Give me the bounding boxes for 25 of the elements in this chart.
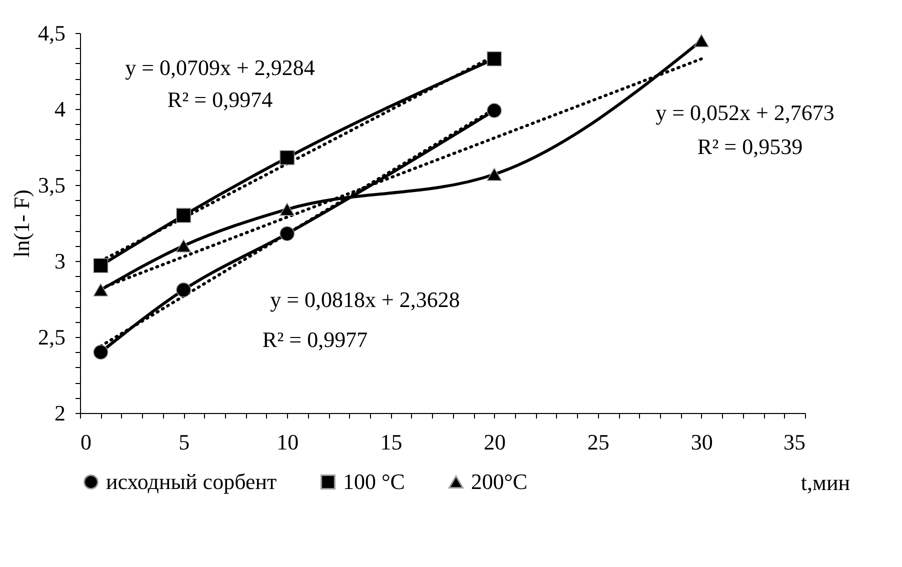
y-tick-label: 2	[54, 400, 66, 426]
y-tick-label: 4,5	[38, 20, 66, 46]
annotation: R² = 0,9977	[262, 327, 368, 352]
legend-label: 200°C	[471, 469, 528, 494]
x-tick-label: 15	[380, 430, 402, 454]
x-tick-label: 0	[80, 430, 92, 454]
y-tick-label: 4	[54, 96, 66, 122]
x-tick-label: 10	[276, 430, 299, 454]
x-tick-label: 20	[484, 430, 506, 454]
x-axis-title: t,мин	[800, 470, 850, 495]
annotation: R² = 0,9539	[697, 134, 803, 159]
annotation: y = 0,052x + 2,7673	[656, 100, 834, 125]
annotation: y = 0,0709x + 2,9284	[125, 55, 315, 80]
x-tick-label: 30	[690, 430, 713, 454]
y-tick-label: 3	[54, 248, 66, 274]
x-tick-label: 25	[587, 430, 610, 454]
x-tick-label: 5	[178, 430, 190, 454]
legend-label: исходный сорбент	[106, 469, 278, 494]
y-axis-title: ln(1- F)	[9, 190, 34, 258]
y-tick-label: 2,5	[38, 324, 66, 350]
annotation: R² = 0,9974	[167, 87, 273, 112]
y-tick-label: 3,5	[38, 172, 66, 198]
legend-label: 100 °C	[343, 469, 405, 494]
x-tick-label: 35	[784, 430, 806, 454]
annotation: y = 0,0818x + 2,3628	[270, 287, 460, 312]
